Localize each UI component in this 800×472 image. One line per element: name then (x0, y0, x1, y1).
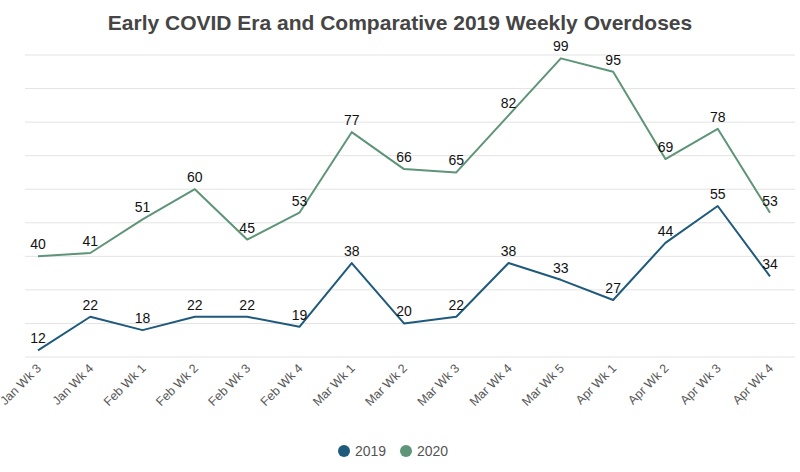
x-tick-label: Apr Wk 4 (730, 361, 776, 407)
data-label: 22 (448, 297, 464, 313)
title: Early COVID Era and Comparative 2019 Wee… (108, 11, 692, 34)
data-label: 33 (553, 260, 569, 276)
data-label: 40 (30, 236, 46, 252)
data-label: 99 (553, 38, 569, 54)
data-labels: 12 22 18 22 22 19 38 20 22 38 33 27 44 55 34 40 41 51 60 45… (30, 38, 778, 346)
data-label: 65 (448, 152, 464, 168)
data-label: 44 (658, 223, 674, 239)
x-tick-label: Feb Wk 3 (206, 361, 254, 409)
data-label: 22 (239, 297, 255, 313)
data-label: 51 (135, 199, 151, 215)
legend-swatch (338, 445, 350, 457)
data-label: 38 (344, 243, 360, 259)
data-label: 69 (658, 139, 674, 155)
x-tick-label: Mar Wk 2 (362, 361, 410, 409)
x-tick-label: Feb Wk 2 (153, 361, 201, 409)
data-label: 41 (82, 233, 98, 249)
data-label: 22 (187, 297, 203, 313)
x-tick-label: Jan Wk 4 (50, 361, 97, 408)
grid-line (25, 88, 795, 89)
data-label: 12 (30, 330, 46, 346)
data-label: 19 (292, 307, 308, 323)
grid-line (25, 55, 795, 56)
data-label: 20 (396, 303, 412, 319)
data-label: 82 (501, 95, 517, 111)
grid-line (25, 122, 795, 123)
data-label: 27 (605, 280, 621, 296)
x-tick-label: Apr Wk 2 (625, 361, 671, 407)
data-label: 45 (239, 220, 255, 236)
grid-line (25, 256, 795, 257)
x-tick-label: Apr Wk 3 (678, 361, 724, 407)
x-tick-label: Mar Wk 4 (467, 361, 515, 409)
legend-label: 2020 (417, 443, 448, 459)
data-label: 18 (135, 310, 151, 326)
x-tick-label: Feb Wk 4 (258, 361, 306, 409)
data-label: 53 (762, 193, 778, 209)
data-label: 78 (710, 109, 726, 125)
grid-line (25, 357, 795, 358)
x-tick-label: Feb Wk 1 (101, 361, 149, 409)
data-label: 77 (344, 112, 360, 128)
x-tick-label: Apr Wk 1 (573, 361, 619, 407)
data-label: 55 (710, 186, 726, 202)
data-label: 95 (605, 52, 621, 68)
legend-swatch (400, 445, 412, 457)
data-label: 34 (762, 256, 778, 272)
plot-area (38, 58, 770, 350)
x-tick-label: Mar Wk 1 (310, 361, 358, 409)
chart: Early COVID Era and Comparative 2019 Wee… (0, 0, 800, 472)
x-tick-label: Jan Wk 3 (0, 361, 44, 408)
x-tick-label: Mar Wk 3 (415, 361, 463, 409)
data-label: 53 (292, 193, 308, 209)
data-label: 38 (501, 243, 517, 259)
series-line (38, 206, 770, 350)
data-label: 22 (82, 297, 98, 313)
series-line (38, 58, 770, 256)
grid-line (25, 289, 795, 290)
grid-line (25, 222, 795, 223)
data-label: 60 (187, 169, 203, 185)
data-label: 66 (396, 149, 412, 165)
grid-line (25, 189, 795, 190)
legend-label: 2019 (355, 443, 386, 459)
x-tick-label: Mar Wk 5 (519, 361, 567, 409)
